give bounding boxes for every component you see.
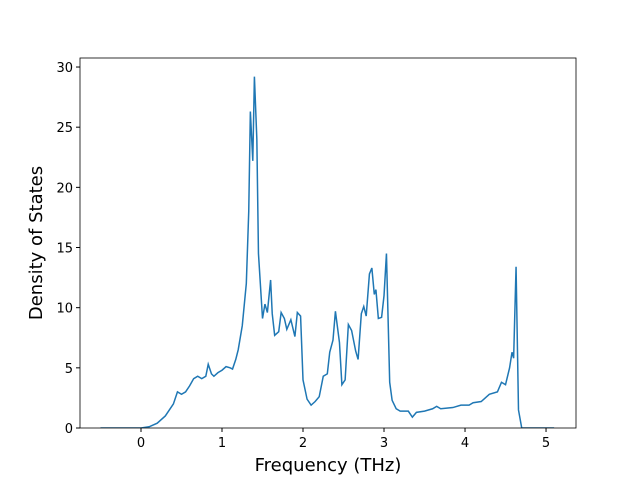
y-tick-label: 10	[56, 302, 73, 317]
y-tick-label: 15	[56, 242, 73, 257]
x-axis-label: Frequency (THz)	[255, 455, 402, 476]
y-tick-label: 0	[65, 422, 73, 437]
y-axis-label: Density of States	[26, 166, 47, 320]
y-tick-label: 30	[56, 61, 73, 76]
x-tick-label: 4	[461, 436, 469, 451]
x-tick-label: 5	[542, 436, 550, 451]
y-tick-label: 5	[65, 362, 73, 377]
line-series	[100, 76, 555, 428]
y-tick-label: 20	[56, 181, 73, 196]
x-tick-label: 1	[218, 436, 226, 451]
x-tick-label: 0	[137, 436, 145, 451]
plot-frame	[79, 57, 577, 429]
x-tick-label: 3	[380, 436, 388, 451]
x-tick-label: 2	[299, 436, 307, 451]
y-tick-label: 25	[56, 121, 73, 136]
